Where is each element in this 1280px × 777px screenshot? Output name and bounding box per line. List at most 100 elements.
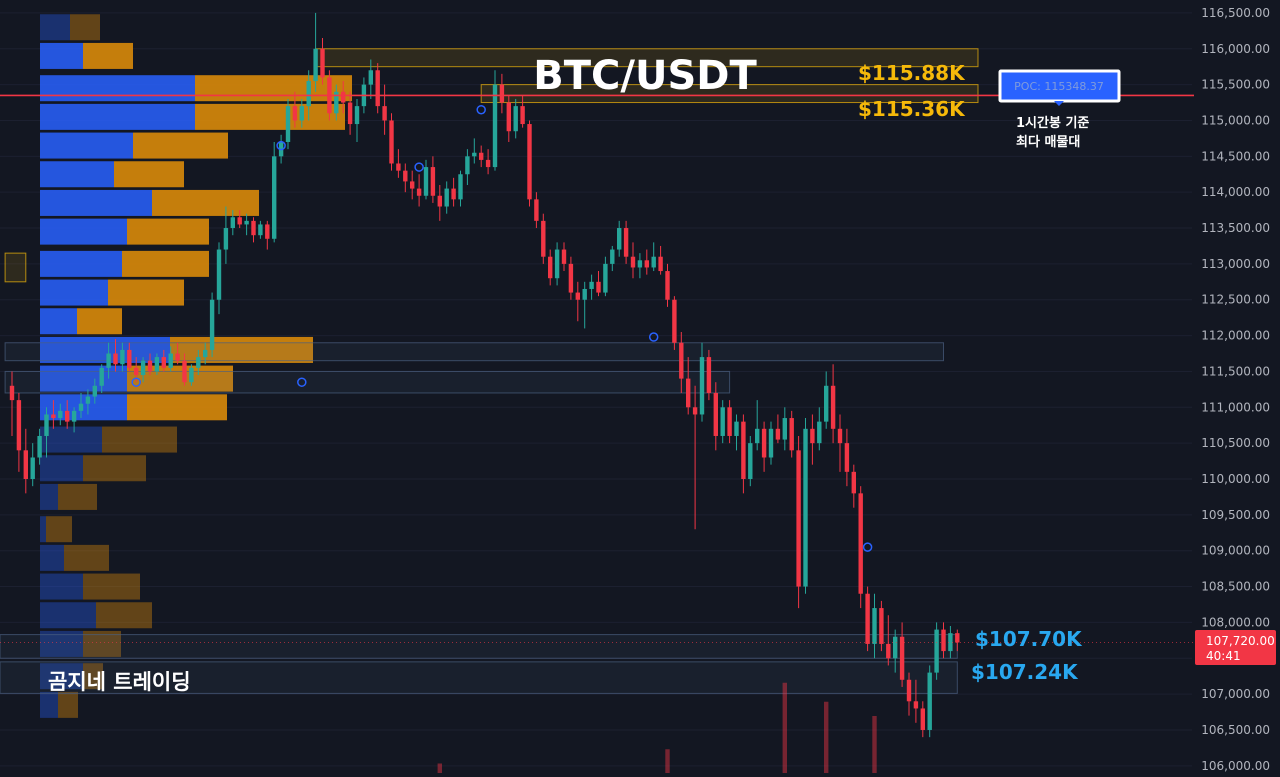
candle-body xyxy=(313,48,318,82)
profile-sell-bar xyxy=(58,483,97,510)
volume-bar xyxy=(782,682,787,773)
profile-buy-bar xyxy=(40,42,83,69)
candle-body xyxy=(479,152,484,160)
volume-bar xyxy=(665,749,670,773)
candle-body xyxy=(941,629,946,652)
profile-sell-bar xyxy=(127,218,209,245)
price-zone xyxy=(0,634,958,659)
candle-body xyxy=(582,288,587,300)
price-axis[interactable]: 116,500.00 116,000.00 115,500.00 115,000.00… xyxy=(1201,6,1270,773)
price-zone xyxy=(0,661,958,694)
candle-body xyxy=(796,450,801,587)
profile-buy-bar xyxy=(40,544,64,571)
candle-body xyxy=(906,679,912,702)
candle-body xyxy=(458,174,463,200)
candle-body xyxy=(341,91,346,103)
signal-marker xyxy=(476,104,486,115)
candle-body xyxy=(513,106,518,132)
candle-body xyxy=(948,633,953,652)
profile-buy-bar xyxy=(40,279,108,306)
candle-layer xyxy=(9,12,960,738)
candle-body xyxy=(589,281,594,289)
candle-body xyxy=(734,421,739,436)
candle-body xyxy=(85,396,91,404)
price-zone xyxy=(480,84,979,104)
profile-sell-bar xyxy=(58,691,78,718)
candle-body xyxy=(665,271,670,300)
candle-body xyxy=(430,167,436,196)
candle-body xyxy=(134,367,139,376)
candle-body xyxy=(209,299,215,350)
candle-body xyxy=(485,159,491,168)
profile-buy-bar xyxy=(40,75,195,102)
candle-body xyxy=(575,292,580,300)
chart-title: BTC/USDT xyxy=(533,53,757,99)
profile-buy-bar xyxy=(40,161,114,188)
candle-body xyxy=(817,421,822,444)
profile-buy-bar xyxy=(40,308,77,335)
candle-body xyxy=(382,106,387,121)
profile-sell-bar xyxy=(152,189,259,216)
signal-marker xyxy=(276,140,286,151)
candle-body xyxy=(230,217,235,229)
profile-sell-bar xyxy=(77,308,122,335)
candle-body xyxy=(437,195,442,207)
profile-buy-bar xyxy=(40,218,127,245)
poc-line-layer xyxy=(0,94,1194,643)
candle-body xyxy=(755,428,760,444)
axis-tick-label: 112,000.00 xyxy=(1201,329,1270,343)
profile-sell-bar xyxy=(195,103,345,130)
candle-body xyxy=(899,636,905,680)
candle-body xyxy=(389,120,394,164)
candle-body xyxy=(534,199,539,221)
candle-body xyxy=(175,353,180,361)
profile-sell-bar xyxy=(83,455,146,482)
profile-buy-bar xyxy=(40,103,195,130)
current-price-box xyxy=(1195,630,1276,665)
candle-body xyxy=(347,102,353,125)
candle-body xyxy=(499,84,505,103)
candle-body xyxy=(182,360,187,383)
candle-body xyxy=(879,608,884,644)
candle-body xyxy=(396,163,401,171)
axis-tick-label: 116,000.00 xyxy=(1201,42,1270,56)
candle-body xyxy=(789,418,794,451)
level-label-107-70k: $107.70K xyxy=(975,627,1083,651)
current-price-badge[interactable]: 107,720.00 40:41 xyxy=(1195,630,1276,665)
candle-body xyxy=(58,410,63,419)
profile-sell-bar xyxy=(83,663,103,690)
axis-tick-label: 106,500.00 xyxy=(1201,723,1270,737)
candle-body xyxy=(265,224,270,239)
candle-body xyxy=(9,385,15,401)
candle-body xyxy=(596,281,601,293)
profile-buy-bar xyxy=(40,250,122,277)
candle-body xyxy=(727,407,732,436)
axis-tick-label: 113,500.00 xyxy=(1201,221,1270,235)
candle-body xyxy=(320,48,325,78)
profile-sell-bar xyxy=(122,250,209,277)
poc-badge[interactable]: POC: 115348.37 xyxy=(998,69,1121,106)
candle-body xyxy=(161,357,166,368)
candle-body xyxy=(237,217,242,225)
candle-body xyxy=(568,263,574,293)
candle-body xyxy=(782,418,787,440)
candle-body xyxy=(520,106,525,125)
candle-body xyxy=(44,414,49,436)
profile-buy-bar xyxy=(40,455,83,482)
candle-body xyxy=(768,428,774,458)
candle-body xyxy=(934,629,939,673)
profile-buy-bar xyxy=(40,483,58,510)
candle-body xyxy=(548,256,553,279)
candle-body xyxy=(844,443,850,472)
axis-tick-label: 114,500.00 xyxy=(1201,149,1270,163)
profile-sell-bar xyxy=(170,336,313,363)
candle-body xyxy=(92,385,97,397)
profile-sell-bar xyxy=(127,394,227,421)
price-zone xyxy=(4,342,945,362)
profile-buy-bar xyxy=(40,516,46,543)
poc-note-line2: 최다 매물대 xyxy=(1016,134,1080,150)
axis-tick-label: 115,000.00 xyxy=(1201,113,1270,127)
candle-body xyxy=(410,181,415,189)
